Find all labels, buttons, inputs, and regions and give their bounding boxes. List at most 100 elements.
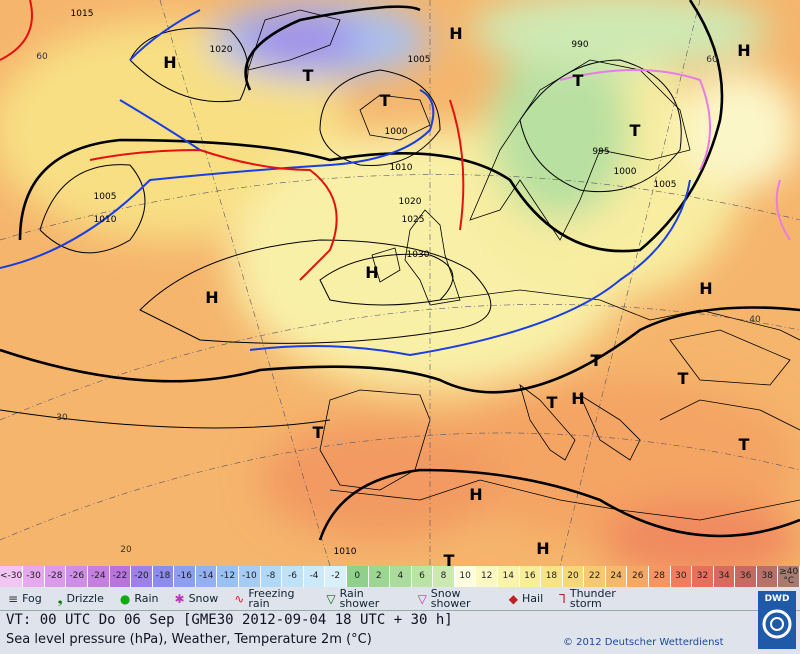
scale-cell: 12 bbox=[476, 566, 498, 587]
legend-icon: ∿ bbox=[234, 591, 245, 606]
legend-icon: ✱ bbox=[174, 591, 185, 606]
legend-label: Rain shower bbox=[339, 586, 380, 610]
pressure-center: H bbox=[449, 24, 462, 43]
scale-cell: 32 bbox=[692, 566, 714, 587]
isobar-label: 1005 bbox=[408, 55, 431, 65]
scale-cell: 26 bbox=[627, 566, 650, 587]
scale-cell: 6 bbox=[411, 566, 434, 587]
grid-label: 60 bbox=[36, 52, 48, 62]
scale-cell: 28 bbox=[649, 566, 671, 587]
pressure-center: T bbox=[380, 91, 391, 110]
pressure-center: T bbox=[303, 66, 314, 85]
legend-item: ◆ Hail bbox=[501, 591, 551, 606]
description: Sea level pressure (hPa), Weather, Tempe… bbox=[6, 632, 372, 647]
legend-label: Snow shower bbox=[430, 586, 471, 610]
legend-item: Ꞁ Thunder storm bbox=[551, 586, 640, 610]
logo: DWD bbox=[758, 591, 796, 649]
scale-cell: 38 bbox=[756, 566, 779, 587]
scale-cell: -24 bbox=[87, 566, 110, 587]
isobar-label: 1015 bbox=[71, 9, 94, 19]
scale-cell: -10 bbox=[239, 566, 261, 587]
legend-icon: ❟ bbox=[57, 591, 63, 606]
scale-cell: -18 bbox=[152, 566, 175, 587]
isobar-label: 1020 bbox=[399, 197, 422, 207]
weather-legend: ≡ Fog ❟ Drizzle ● Rain ✱ Snow ∿ Freezing rain ▽ Rai… bbox=[0, 587, 800, 610]
scale-cell: -14 bbox=[195, 566, 218, 587]
legend-item: ≡ Fog bbox=[0, 591, 50, 605]
logo-swirl bbox=[762, 609, 792, 639]
pressure-center: H bbox=[365, 263, 378, 282]
legend-label: Fog bbox=[22, 591, 42, 605]
isobar-label: 995 bbox=[592, 147, 609, 157]
legend-icon: Ꞁ bbox=[559, 591, 566, 606]
pressure-center: H bbox=[737, 41, 750, 60]
pressure-center: H bbox=[571, 389, 584, 408]
legend-label: Drizzle bbox=[66, 591, 104, 605]
scale-cell: -12 bbox=[217, 566, 240, 587]
coastlines bbox=[247, 9, 800, 521]
scale-cell: ≥40 °C bbox=[778, 566, 800, 587]
scale-cell: -16 bbox=[174, 566, 196, 587]
isobar-label: 990 bbox=[571, 40, 588, 50]
pressure-center: H bbox=[536, 539, 549, 558]
isobar-label: 1000 bbox=[385, 127, 408, 137]
pressure-center: H bbox=[469, 485, 482, 504]
legend-label: Snow bbox=[188, 591, 219, 605]
map: HHHTTTHHHTTHTTTHHTT101510201005990100010… bbox=[0, 0, 800, 566]
pressure-center: T bbox=[444, 551, 455, 566]
scale-cell: 24 bbox=[605, 566, 628, 587]
legend-item: ▽ Snow shower bbox=[410, 586, 501, 610]
logo-text: DWD bbox=[764, 594, 790, 604]
pressure-center: H bbox=[205, 288, 218, 307]
scale-cell: -30 bbox=[23, 566, 45, 587]
scale-cell: -6 bbox=[282, 566, 304, 587]
grid-label: 20 bbox=[120, 545, 132, 555]
scale-cell: 2 bbox=[368, 566, 391, 587]
isobar-label: 1005 bbox=[94, 192, 117, 202]
legend-icon: ◆ bbox=[508, 591, 519, 606]
legend-icon: ▽ bbox=[417, 591, 427, 606]
isobar-label: 1010 bbox=[334, 547, 357, 557]
isobar-label: 1030 bbox=[407, 250, 430, 260]
footer: VT: 00 UTC Do 06 Sep [GME30 2012-09-04 1… bbox=[0, 591, 800, 654]
copyright: © 2012 Deutscher Wetterdienst bbox=[563, 637, 724, 648]
pressure-center: T bbox=[739, 435, 750, 454]
grid-label: 60 bbox=[706, 55, 718, 65]
scale-cell: 4 bbox=[390, 566, 412, 587]
pressure-center: T bbox=[313, 423, 324, 442]
legend-item: ∿ Freezing rain bbox=[226, 586, 318, 610]
scale-cell: 18 bbox=[541, 566, 563, 587]
legend-item: ✱ Snow bbox=[167, 591, 227, 606]
scale-cell: -4 bbox=[303, 566, 326, 587]
grid-label: 30 bbox=[56, 413, 68, 423]
scale-cell: 0 bbox=[346, 566, 369, 587]
temperature-scale: <-30 -30 -28 -26 -24 -22 -20 -18 -16 -14 -12 -10 -8-… bbox=[0, 566, 800, 587]
valid-time: VT: 00 UTC Do 06 Sep [GME30 2012-09-04 1… bbox=[6, 612, 453, 628]
isobar-label: 1025 bbox=[402, 215, 425, 225]
isobar-label: 1010 bbox=[94, 215, 117, 225]
scale-cell: 14 bbox=[497, 566, 520, 587]
scale-cell: 36 bbox=[735, 566, 757, 587]
legend-label: Thunder storm bbox=[569, 586, 616, 610]
scale-cell: 34 bbox=[713, 566, 736, 587]
legend-item: ● Rain bbox=[112, 591, 167, 605]
legend-icon: ▽ bbox=[326, 591, 336, 606]
scale-cell: 16 bbox=[519, 566, 542, 587]
isobar-label: 1020 bbox=[210, 45, 233, 55]
grid-label: 40 bbox=[749, 315, 761, 325]
scale-cell: 8 bbox=[433, 566, 455, 587]
legend-label: Rain bbox=[134, 591, 159, 605]
legend-item: ▽ Rain shower bbox=[318, 586, 409, 610]
pressure-center: T bbox=[630, 121, 641, 140]
scale-cell: -20 bbox=[131, 566, 153, 587]
legend-label: Hail bbox=[522, 591, 544, 605]
pressure-center: H bbox=[699, 279, 712, 298]
isobar-label: 1000 bbox=[614, 167, 637, 177]
scale-cell: 30 bbox=[670, 566, 693, 587]
scale-cell: -28 bbox=[44, 566, 67, 587]
isobar-label: 1005 bbox=[654, 180, 677, 190]
legend-label: Freezing rain bbox=[248, 586, 295, 610]
pressure-center: T bbox=[678, 369, 689, 388]
pressure-center: H bbox=[163, 53, 176, 72]
